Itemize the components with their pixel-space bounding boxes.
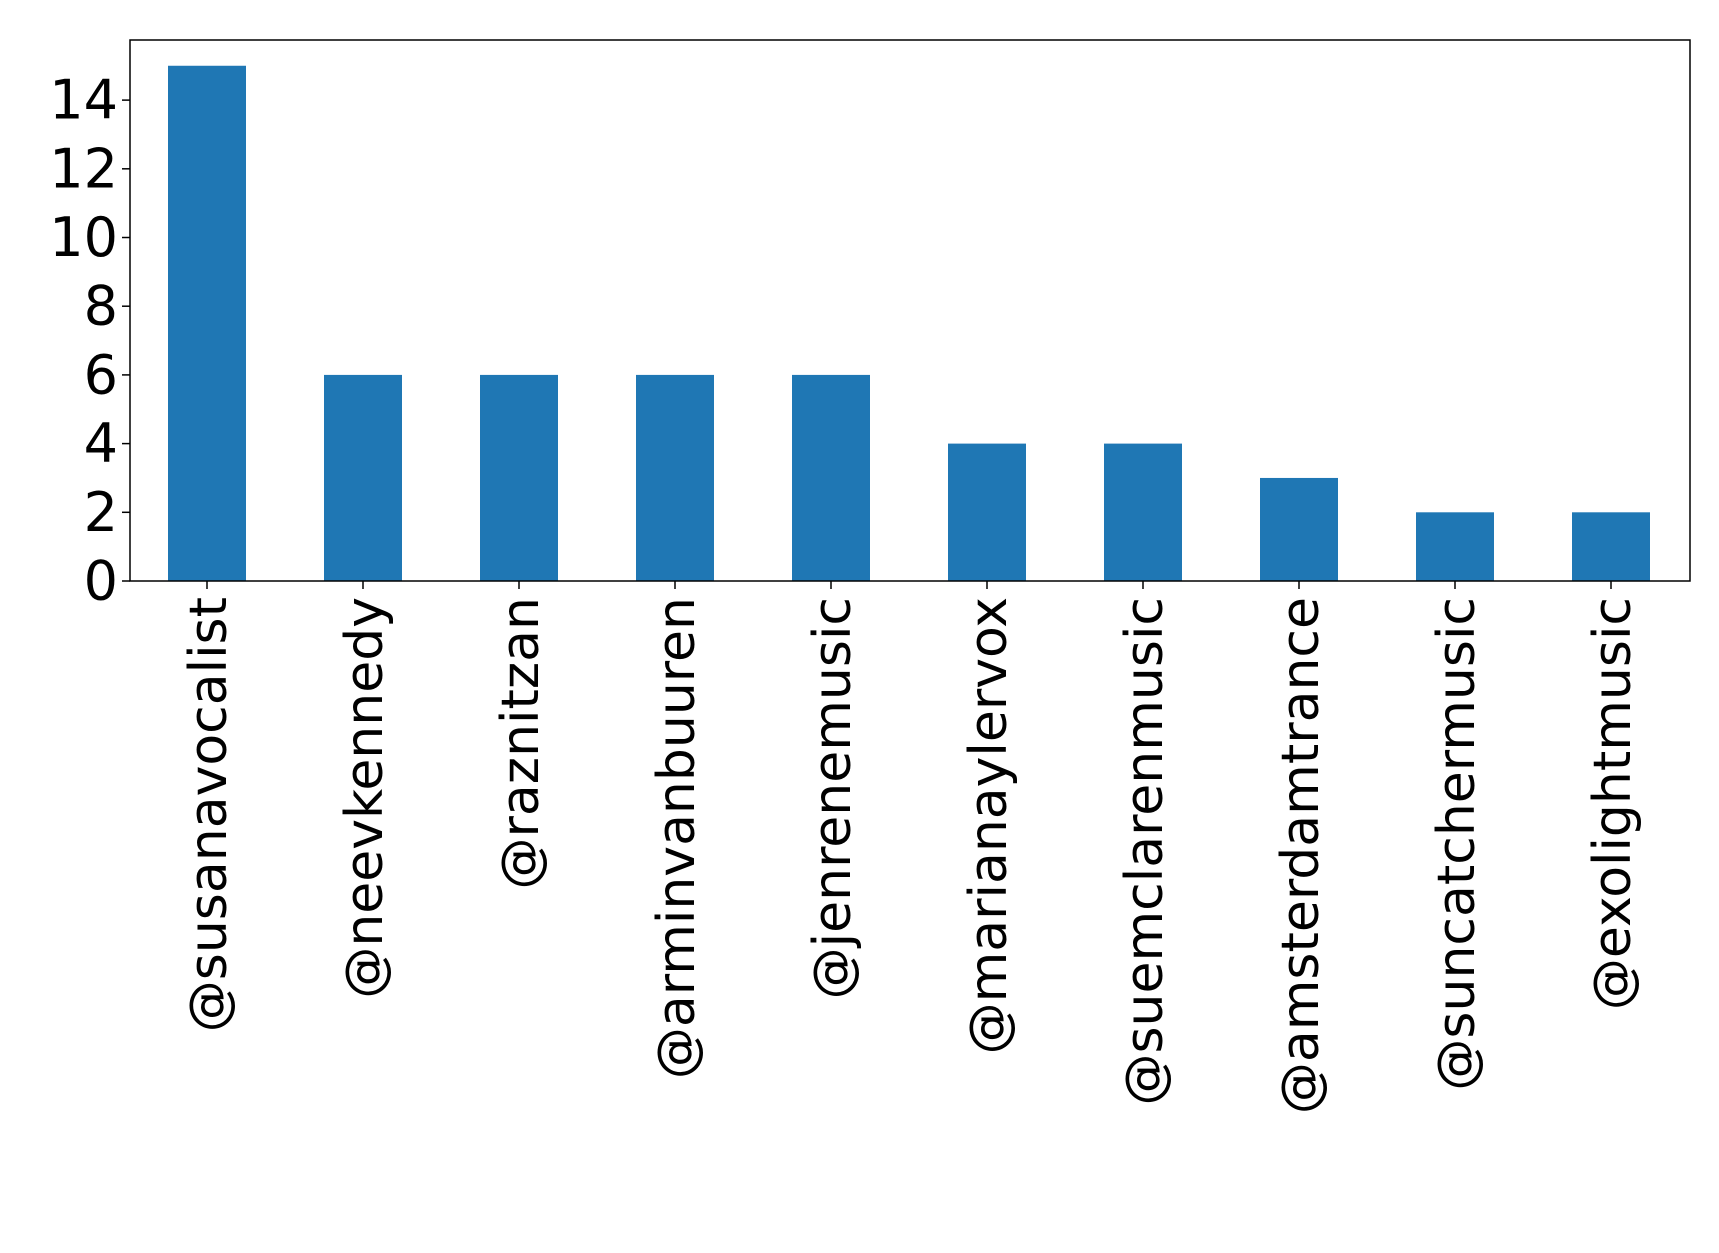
bar-2 xyxy=(480,374,558,581)
x-axis: @susanavocalist @neevkennedy @raznitzan @ar… xyxy=(179,581,1643,1114)
bar-4 xyxy=(792,374,870,581)
bar-0 xyxy=(168,65,246,581)
bar-8 xyxy=(1416,512,1494,581)
x-tick-label: @susanavocalist xyxy=(179,597,239,1032)
x-tick-label: @exolightmusic xyxy=(1583,597,1643,1010)
plot-frame xyxy=(129,39,1691,582)
x-tick-label: @arminvanbuuren xyxy=(647,597,707,1079)
x-tick-label: @suncatchermusic xyxy=(1427,597,1487,1091)
y-tick-label: 14 xyxy=(49,69,118,132)
x-tick-label: @amsterdamtrance xyxy=(1271,597,1331,1114)
x-tick-label: @marianaylervox xyxy=(959,597,1019,1054)
x-tick-label: @raznitzan xyxy=(491,597,551,889)
bar-7 xyxy=(1260,477,1338,581)
bar-1 xyxy=(324,374,402,581)
y-tick-label: 8 xyxy=(84,275,118,338)
x-tick-label: @suemclarenmusic xyxy=(1115,597,1175,1106)
x-tick-label: @jenrenemusic xyxy=(803,597,863,999)
bar-6 xyxy=(1104,443,1182,581)
bar-9 xyxy=(1572,512,1650,581)
y-tick-label: 12 xyxy=(49,137,118,200)
y-tick-label: 0 xyxy=(84,550,118,613)
x-tick-label: @neevkennedy xyxy=(335,597,395,999)
bar-3 xyxy=(636,374,714,581)
y-tick-label: 4 xyxy=(84,412,118,475)
bars-layer xyxy=(168,65,1650,581)
y-tick-label: 2 xyxy=(84,481,118,544)
y-tick-label: 6 xyxy=(84,343,118,406)
bar-5 xyxy=(948,443,1026,581)
y-tick-label: 10 xyxy=(49,206,118,269)
